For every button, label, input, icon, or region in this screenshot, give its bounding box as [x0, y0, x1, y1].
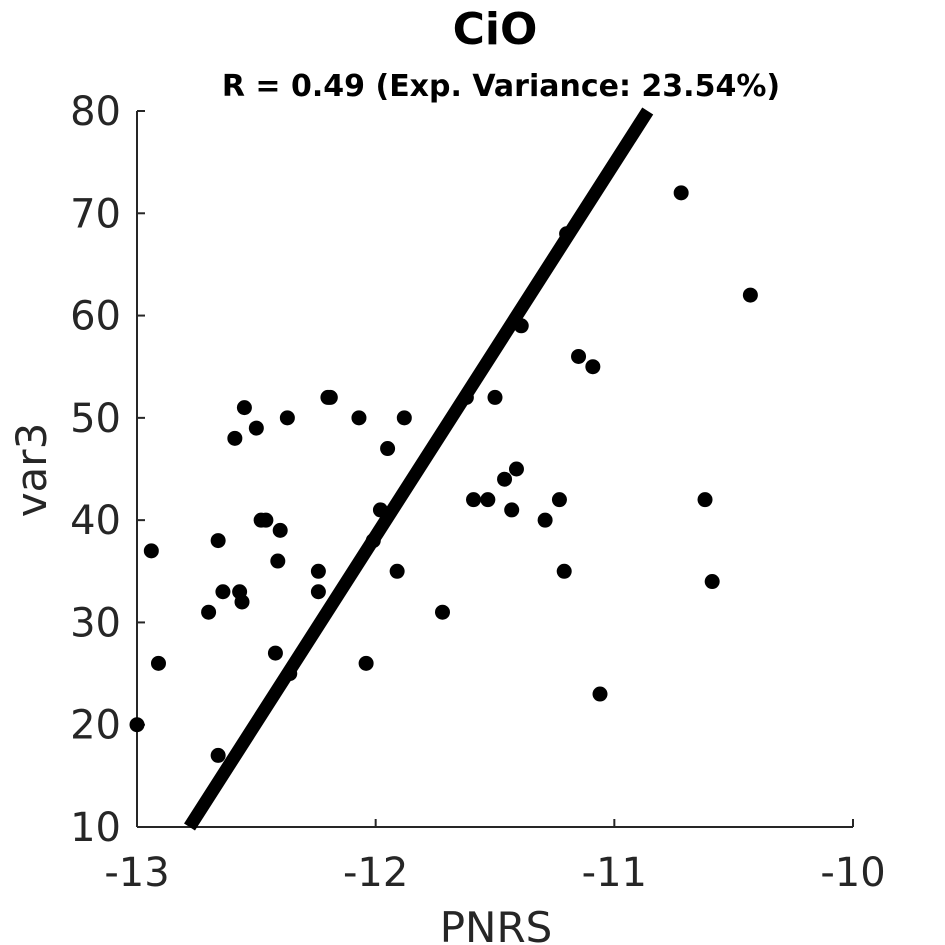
data-point	[143, 543, 159, 559]
data-point	[504, 502, 520, 518]
data-point	[210, 747, 226, 763]
data-point	[270, 553, 286, 569]
data-point	[571, 348, 587, 364]
data-point	[559, 226, 575, 242]
data-point	[466, 492, 482, 508]
data-point	[742, 287, 758, 303]
y-tick-label: 80	[70, 89, 121, 135]
data-point	[380, 441, 396, 457]
data-point	[236, 400, 252, 416]
data-point	[396, 410, 412, 426]
data-point	[673, 185, 689, 201]
data-point	[480, 492, 496, 508]
x-tick-label: -13	[104, 850, 169, 896]
data-point	[458, 389, 474, 405]
y-tick-label: 10	[70, 805, 121, 851]
trend-line-group	[184, 107, 654, 831]
data-point	[267, 645, 283, 661]
data-point	[234, 594, 250, 610]
data-point	[272, 522, 288, 538]
data-point	[201, 604, 217, 620]
data-point	[697, 492, 713, 508]
data-point	[372, 502, 388, 518]
data-point	[282, 666, 298, 682]
data-point	[310, 563, 326, 579]
data-point	[248, 420, 264, 436]
y-axis-label: var3	[7, 423, 56, 518]
data-point	[215, 584, 231, 600]
data-point	[556, 563, 572, 579]
data-point	[434, 604, 450, 620]
y-tick-label: 30	[70, 600, 121, 646]
x-tick-label: -12	[343, 850, 408, 896]
data-point	[322, 389, 338, 405]
data-points	[129, 185, 758, 763]
data-point	[227, 430, 243, 446]
data-point	[585, 359, 601, 375]
data-point	[258, 512, 274, 528]
axes: -13 -12 -11 -10 10 20 30 40 50 60 70 80	[70, 89, 886, 896]
y-tick-label: 60	[70, 294, 121, 340]
x-tick-label: -10	[820, 850, 885, 896]
data-point	[389, 563, 405, 579]
data-point	[551, 492, 567, 508]
data-point	[129, 717, 145, 733]
y-tick-label: 70	[70, 191, 121, 237]
x-tick-label: -11	[582, 850, 647, 896]
trend-line	[184, 107, 654, 831]
chart-subtitle: R = 0.49 (Exp. Variance: 23.54%)	[222, 69, 780, 104]
data-point	[351, 410, 367, 426]
data-point	[279, 410, 295, 426]
data-point	[310, 584, 326, 600]
y-tick-label: 40	[70, 498, 121, 544]
data-point	[497, 471, 513, 487]
y-tick-label: 50	[70, 396, 121, 442]
chart-title: CiO	[453, 4, 538, 55]
x-axis-label: PNRS	[440, 903, 553, 945]
data-point	[513, 318, 529, 334]
data-point	[592, 686, 608, 702]
data-point	[365, 533, 381, 549]
data-point	[210, 533, 226, 549]
data-point	[487, 389, 503, 405]
data-point	[150, 655, 166, 671]
data-point	[358, 655, 374, 671]
data-point	[508, 461, 524, 477]
y-tick-label: 20	[70, 703, 121, 749]
data-point	[537, 512, 553, 528]
data-point	[704, 574, 720, 590]
